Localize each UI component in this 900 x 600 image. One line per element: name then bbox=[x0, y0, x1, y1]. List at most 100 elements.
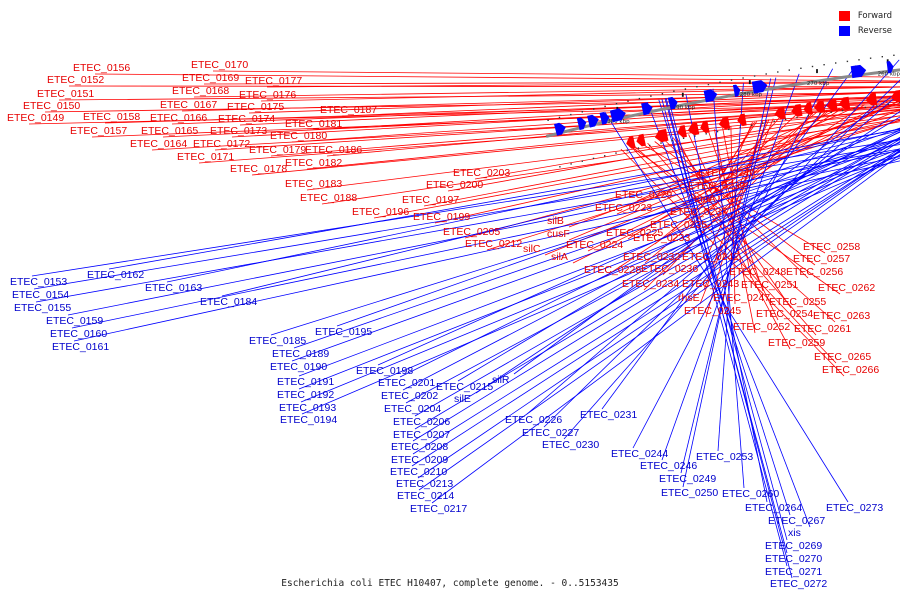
forward-gene-arrow bbox=[677, 125, 687, 138]
forward-gene-label: ETEC_0200 bbox=[426, 179, 483, 191]
minor-tick bbox=[887, 103, 889, 106]
minor-tick bbox=[835, 62, 837, 64]
reverse-gene-label: ETEC_0163 bbox=[145, 282, 202, 294]
forward-gene-label: ETEC_0265 bbox=[814, 351, 871, 363]
forward-gene-label: ETEC_0248 bbox=[729, 266, 786, 278]
minor-tick bbox=[684, 88, 687, 90]
minor-tick bbox=[694, 135, 696, 137]
reverse-gene-arrow bbox=[886, 61, 894, 74]
forward-gene-label: ETEC_0235 bbox=[650, 219, 707, 231]
reverse-gene-arrow bbox=[609, 108, 626, 123]
kbp-tick-label: 300 kbp bbox=[607, 119, 630, 125]
forward-gene-label: ETEC_0177 bbox=[245, 75, 302, 87]
forward-gene-label: silB bbox=[547, 215, 564, 227]
strand-legend: Forward Reverse bbox=[838, 8, 892, 38]
forward-label-connector bbox=[705, 120, 764, 318]
forward-gene-label: silA bbox=[551, 251, 568, 263]
reverse-label-connector bbox=[291, 142, 900, 362]
forward-label-connector bbox=[730, 126, 736, 305]
forward-gene-label: ETEC_0228 bbox=[584, 264, 641, 276]
kbp-tick bbox=[681, 92, 684, 97]
forward-gene-label: ETEC_0171 bbox=[177, 151, 234, 163]
reverse-gene-label: ETEC_0244 bbox=[611, 448, 668, 460]
forward-label-connector bbox=[722, 127, 752, 279]
reverse-gene-label: silE bbox=[454, 393, 471, 405]
minor-tick bbox=[811, 65, 814, 68]
legend-item-reverse: Reverse bbox=[838, 23, 892, 38]
minor-tick bbox=[800, 67, 802, 69]
minor-tick bbox=[716, 130, 719, 133]
forward-gene-label: ETEC_0225 bbox=[606, 227, 663, 239]
reverse-gene-label: ETEC_0271 bbox=[765, 566, 822, 578]
forward-label-connector bbox=[162, 101, 900, 138]
legend-item-forward: Forward bbox=[838, 8, 892, 23]
forward-gene-label: ETEC_0237 bbox=[670, 206, 727, 218]
forward-label-connector bbox=[266, 81, 900, 88]
reverse-label-connector bbox=[431, 154, 900, 504]
minor-tick bbox=[673, 90, 675, 92]
reverse-label-connector bbox=[411, 150, 900, 467]
forward-gene-arrow bbox=[791, 104, 803, 117]
reverse-label-connector bbox=[73, 160, 900, 342]
reverse-gene-label: ETEC_0270 bbox=[765, 553, 822, 565]
minor-tick bbox=[788, 69, 790, 71]
minor-tick bbox=[830, 111, 832, 113]
forward-label-connector bbox=[91, 105, 900, 138]
reverse-gene-label: ETEC_0161 bbox=[52, 341, 109, 353]
forward-gene-arrow bbox=[774, 106, 786, 120]
reverse-gene-label: ETEC_0201 bbox=[378, 377, 435, 389]
reverse-label-connector bbox=[661, 98, 788, 567]
minor-tick bbox=[719, 81, 721, 83]
reverse-gene-arrow bbox=[587, 114, 599, 128]
minor-tick bbox=[547, 119, 549, 121]
reverse-gene-label: ETEC_0215 bbox=[436, 381, 493, 393]
forward-label-connector bbox=[68, 85, 900, 88]
reverse-gene-arrow bbox=[732, 84, 741, 97]
reverse-label-connector bbox=[402, 131, 900, 391]
reverse-label-connector bbox=[601, 65, 857, 410]
forward-gene-label: ETEC_0261 bbox=[794, 323, 851, 335]
forward-gene-arrow bbox=[626, 136, 636, 149]
minor-tick bbox=[671, 140, 673, 142]
forward-label-connector bbox=[434, 118, 900, 224]
reverse-gene-arrow bbox=[599, 112, 610, 125]
reverse-gene-label: ETEC_0184 bbox=[200, 296, 257, 308]
forward-label-connector bbox=[58, 92, 900, 101]
minor-tick bbox=[807, 115, 810, 117]
forward-label-connector bbox=[193, 86, 900, 98]
forward-gene-label: ETEC_0170 bbox=[191, 59, 248, 71]
minor-tick bbox=[558, 116, 561, 119]
minor-tick bbox=[728, 128, 730, 131]
reverse-label-connector bbox=[646, 102, 811, 528]
minor-tick bbox=[637, 147, 640, 149]
reverse-label-connector bbox=[71, 156, 900, 329]
forward-gene-arrow bbox=[803, 102, 813, 115]
forward-label-connector bbox=[251, 112, 900, 176]
forward-gene-label: ETEC_0164 bbox=[130, 138, 187, 150]
reverse-label-connector bbox=[293, 138, 900, 349]
forward-gene-label: ETEC_0151 bbox=[37, 88, 94, 100]
reverse-gene-label: ETEC_0272 bbox=[770, 578, 827, 590]
minor-tick bbox=[593, 108, 595, 110]
reverse-swatch bbox=[838, 25, 850, 36]
forward-label-connector bbox=[239, 95, 900, 126]
reverse-gene-label: ETEC_0189 bbox=[272, 348, 329, 360]
forward-gene-label: ETEC_0256 bbox=[786, 266, 843, 278]
reverse-label-connector bbox=[108, 128, 900, 270]
forward-gene-label: ETEC_0156 bbox=[73, 62, 130, 74]
reverse-gene-label: ETEC_0190 bbox=[270, 361, 327, 373]
minor-tick bbox=[765, 73, 767, 75]
minor-tick bbox=[660, 142, 662, 144]
minor-tick bbox=[707, 83, 710, 86]
reverse-gene-label: ETEC_0231 bbox=[580, 409, 637, 421]
forward-gene-arrow bbox=[839, 96, 851, 110]
minor-tick bbox=[739, 126, 741, 128]
reverse-label-connector bbox=[717, 83, 744, 452]
reverse-gene-arrow bbox=[751, 80, 768, 94]
forward-gene-label: ETEC_0234 bbox=[622, 278, 679, 290]
kbp-tick-label: 280 kbp bbox=[740, 92, 763, 98]
reverse-gene-label: ETEC_0214 bbox=[397, 490, 454, 502]
reverse-gene-label: ETEC_0191 bbox=[277, 376, 334, 388]
minor-tick bbox=[750, 124, 753, 126]
minor-tick bbox=[604, 105, 606, 108]
